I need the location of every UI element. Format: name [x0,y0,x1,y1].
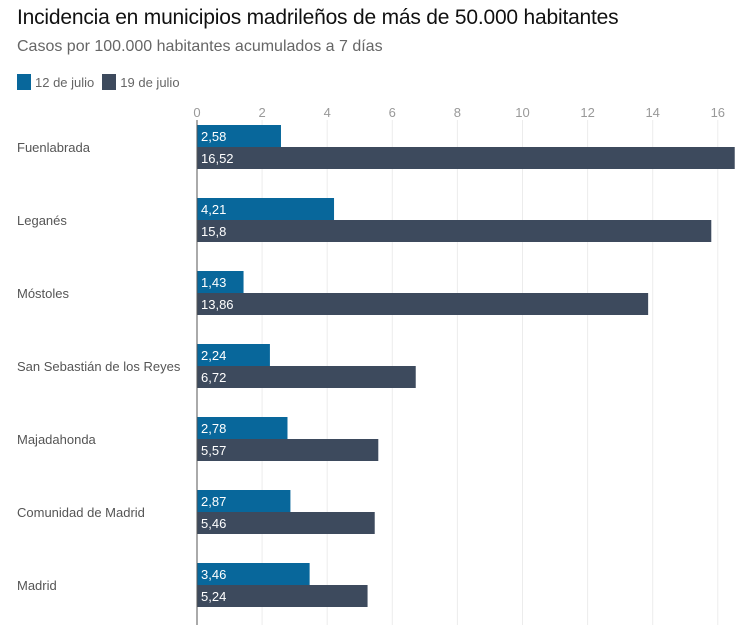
bar-value-label: 16,52 [201,151,234,166]
category-label: Majadahonda [17,432,97,447]
bar-19-julio [197,293,649,315]
x-tick-label-2: 2 [258,105,265,120]
bar-value-label: 1,43 [201,275,226,290]
category-label: San Sebastián de los Reyes [17,359,181,374]
bar-value-label: 13,86 [201,297,234,312]
x-tick-label-16: 16 [711,105,725,120]
bar-12-julio [197,271,244,293]
legend-swatch-19-julio [102,74,117,90]
x-tick-label-4: 4 [324,105,331,120]
bar-12-julio [197,344,270,366]
category-label: Leganés [17,213,67,228]
bar-value-label: 5,24 [201,589,226,604]
category-label: Madrid [17,578,57,593]
bar-value-label: 2,87 [201,494,226,509]
x-tick-label-14: 14 [645,105,659,120]
bar-value-label: 6,72 [201,370,226,385]
x-tick-label-0: 0 [193,105,200,120]
bar-19-julio [197,147,735,169]
bar-value-label: 15,8 [201,224,226,239]
x-tick-label-10: 10 [515,105,529,120]
x-tick-label-12: 12 [580,105,594,120]
chart-subtitle: Casos por 100.000 habitantes acumulados … [17,38,383,55]
bar-value-label: 5,57 [201,443,226,458]
category-label: Móstoles [17,286,70,301]
legend-label-19-julio: 19 de julio [120,74,180,90]
chart-title: Incidencia en municipios madrileños de m… [17,6,619,29]
bar-12-julio [197,125,281,147]
legend: 12 de julio 19 de julio [17,74,188,90]
legend-item-19-julio: 19 de julio [102,74,180,90]
x-tick-label-8: 8 [454,105,461,120]
bar-value-label: 2,58 [201,129,226,144]
bar-value-label: 3,46 [201,567,226,582]
bar-12-julio [197,417,288,439]
bar-12-julio [197,198,335,220]
x-tick-label-6: 6 [389,105,396,120]
category-label: Fuenlabrada [17,140,91,155]
bar-value-label: 2,78 [201,421,226,436]
category-label: Comunidad de Madrid [17,505,145,520]
bar-value-label: 2,24 [201,348,226,363]
bar-12-julio [197,563,310,585]
bar-value-label: 4,21 [201,202,226,217]
bar-19-julio [197,220,712,242]
bar-19-julio [197,439,379,461]
legend-swatch-12-julio [17,74,31,90]
bar-12-julio [197,490,291,512]
bar-19-julio [197,512,375,534]
legend-label-12-julio: 12 de julio [35,74,95,90]
bar-value-label: 5,46 [201,516,226,531]
bar-19-julio [197,366,416,388]
legend-item-12-julio: 12 de julio [17,74,94,90]
bar-19-julio [197,585,368,607]
